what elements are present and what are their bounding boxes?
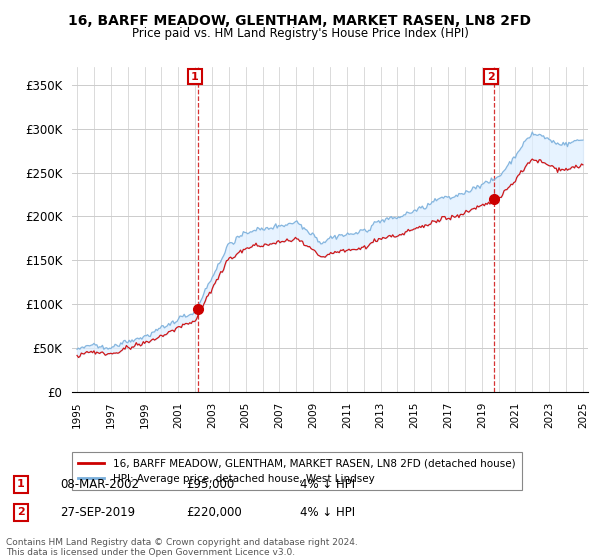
Legend: 16, BARFF MEADOW, GLENTHAM, MARKET RASEN, LN8 2FD (detached house), HPI: Average: 16, BARFF MEADOW, GLENTHAM, MARKET RASEN… — [72, 452, 521, 490]
Text: 16, BARFF MEADOW, GLENTHAM, MARKET RASEN, LN8 2FD: 16, BARFF MEADOW, GLENTHAM, MARKET RASEN… — [68, 14, 532, 28]
Text: £220,000: £220,000 — [186, 506, 242, 519]
Text: 2: 2 — [17, 507, 25, 517]
Text: Contains HM Land Registry data © Crown copyright and database right 2024.
This d: Contains HM Land Registry data © Crown c… — [6, 538, 358, 557]
Text: 27-SEP-2019: 27-SEP-2019 — [60, 506, 135, 519]
Text: Price paid vs. HM Land Registry's House Price Index (HPI): Price paid vs. HM Land Registry's House … — [131, 27, 469, 40]
Text: 08-MAR-2002: 08-MAR-2002 — [60, 478, 139, 491]
Text: 2: 2 — [487, 72, 495, 82]
Text: 1: 1 — [191, 72, 199, 82]
Text: 4% ↓ HPI: 4% ↓ HPI — [300, 506, 355, 519]
Text: 1: 1 — [17, 479, 25, 489]
Text: 4% ↓ HPI: 4% ↓ HPI — [300, 478, 355, 491]
Text: £95,000: £95,000 — [186, 478, 234, 491]
